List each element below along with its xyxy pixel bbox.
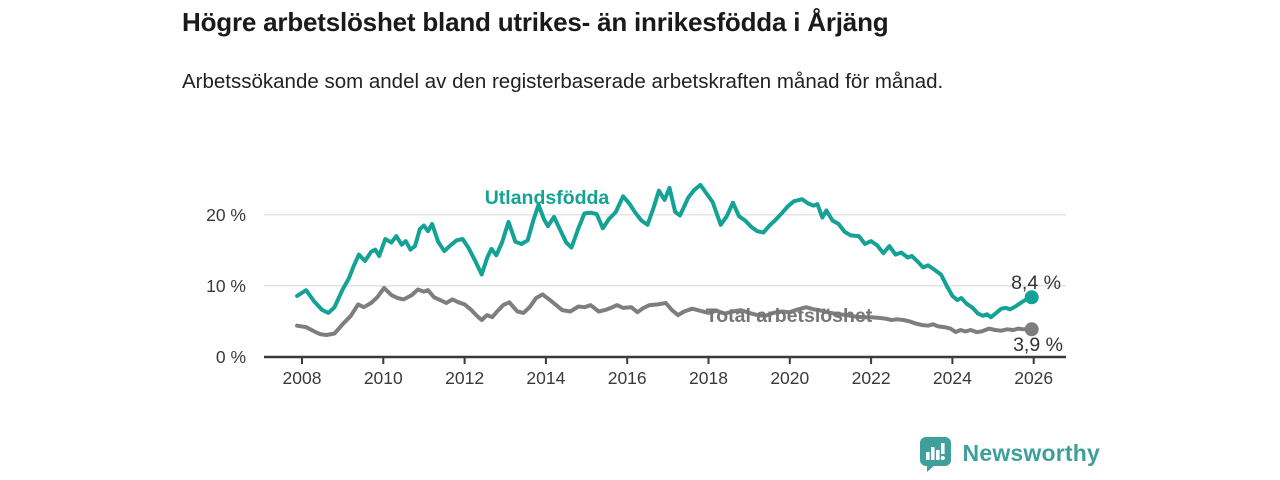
series-end-value-0: 8,4 % (1011, 272, 1061, 294)
x-tick-label-2026: 2026 (1014, 368, 1053, 388)
x-tick-label-2012: 2012 (445, 368, 484, 388)
series-label-1: Total arbetslöshet (706, 305, 873, 327)
x-tick-label-2016: 2016 (608, 368, 647, 388)
chart-subtitle: Arbetssökande som andel av den registerb… (182, 69, 944, 93)
y-tick-label-20: 20 % (206, 205, 246, 225)
brand-footer: Newsworthy (919, 435, 1100, 472)
x-tick-label-2014: 2014 (526, 368, 565, 388)
series-label-0: Utlandsfödda (485, 187, 610, 209)
series-line-1 (295, 286, 1034, 337)
series-end-value-1: 3,9 % (1013, 334, 1063, 356)
brand-name: Newsworthy (962, 440, 1100, 466)
series-line-0 (295, 182, 1034, 320)
chart-header: Högre arbetslöshet bland utrikes- än inr… (182, 6, 1082, 97)
x-tick-label-2010: 2010 (364, 368, 403, 388)
x-tick-label-2008: 2008 (283, 368, 322, 388)
x-tick-label-2018: 2018 (689, 368, 728, 388)
x-tick-label-2024: 2024 (933, 368, 972, 388)
series-end-dot-0 (1024, 290, 1039, 305)
x-tick-label-2022: 2022 (852, 368, 891, 388)
y-tick-label-10: 10 % (206, 276, 246, 296)
y-tick-label-0: 0 % (216, 347, 246, 367)
chart-title: Högre arbetslöshet bland utrikes- än inr… (182, 7, 889, 37)
newsworthy-logo-icon (919, 437, 951, 472)
x-tick-label-2020: 2020 (770, 368, 809, 388)
series-end-dot-1 (1024, 322, 1039, 337)
